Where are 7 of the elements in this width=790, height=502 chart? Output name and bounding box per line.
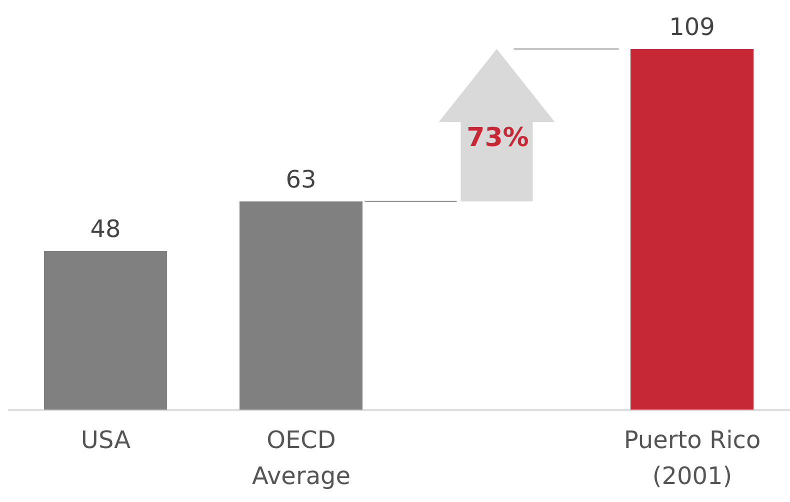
x-tick-label: USA [80,426,132,454]
data-label: 48 [90,215,121,244]
data-label: 63 [286,165,316,194]
data-label: 109 [669,13,715,41]
x-tick-label: OECD Average [252,426,351,490]
annotation: 73% [466,123,529,153]
x-tick-label: Puerto Rico (2001) [624,426,761,490]
